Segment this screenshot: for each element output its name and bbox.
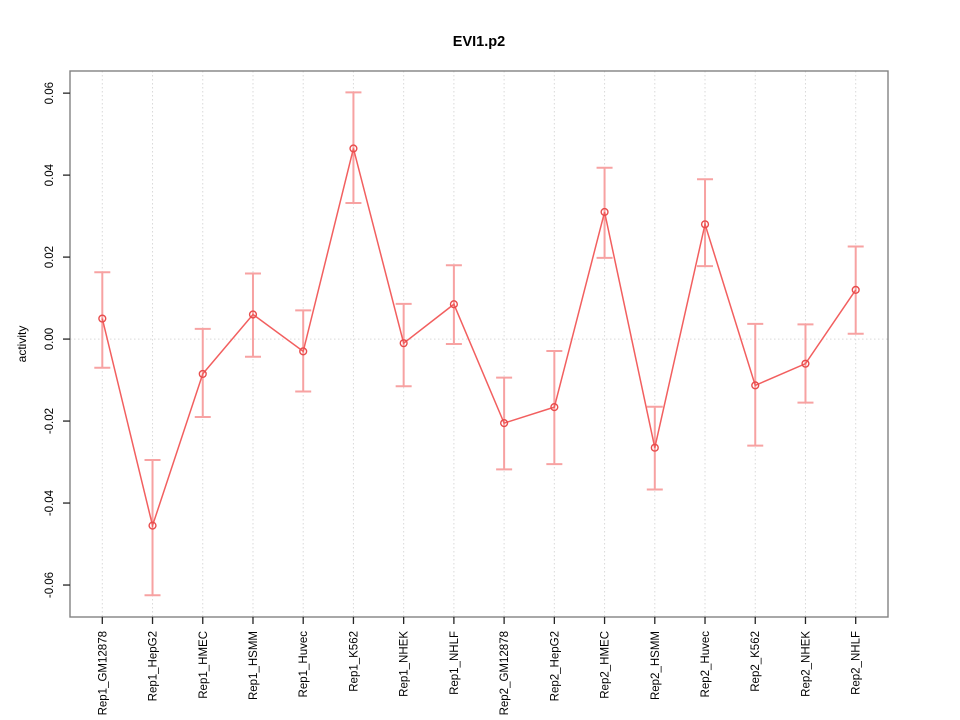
chart-title: EVI1.p2	[453, 34, 505, 50]
data-point-marker	[600, 207, 609, 217]
data-point-marker	[500, 419, 509, 428]
y-tick-label: -0.04	[44, 489, 56, 516]
plot-frame	[69, 70, 889, 618]
data-point-marker	[198, 369, 207, 379]
data-point-marker	[751, 381, 760, 390]
gridlines-layer	[70, 71, 888, 617]
x-tick-label: Rep1_K562	[348, 631, 360, 692]
data-point-marker	[851, 285, 860, 294]
data-point-marker	[801, 359, 810, 368]
y-tick-label: -0.02	[44, 408, 56, 434]
x-tick-label: Rep1_GM12878	[97, 631, 109, 715]
y-tick-label: -0.06	[44, 572, 56, 598]
x-tick-label: Rep1_NHEK	[399, 631, 411, 697]
x-tick-label: Rep2_HSMM	[650, 631, 662, 700]
data-point-marker	[550, 403, 559, 412]
plot-frame-layer	[69, 70, 889, 618]
x-tick-label: Rep2_HMEC	[600, 631, 612, 699]
x-tick-label: Rep2_NHEK	[800, 631, 812, 697]
data-point-marker	[148, 521, 157, 530]
x-tick-label: Rep2_HepG2	[549, 631, 561, 701]
y-tick-label: 0.04	[44, 163, 56, 186]
x-tick-label: Rep1_HepG2	[148, 631, 160, 701]
y-tick-label: 0.06	[44, 82, 56, 104]
x-tick-label: Rep2_Huvec	[700, 631, 712, 698]
data-point-marker	[449, 300, 458, 309]
data-point-marker	[98, 314, 107, 323]
x-tick-label: Rep1_NHLF	[449, 631, 461, 695]
data-point-marker	[349, 144, 358, 153]
data-point-marker	[248, 310, 258, 319]
data-point-marker	[299, 347, 308, 356]
data-point-marker	[650, 443, 659, 452]
x-tick-label: Rep1_HMEC	[198, 631, 210, 699]
data-point-marker	[399, 339, 408, 348]
x-tick-label: Rep2_NHLF	[851, 631, 863, 695]
x-tick-label: Rep2_GM12878	[499, 631, 511, 715]
x-tick-label: Rep1_Huvec	[298, 631, 310, 698]
y-axis-label: activity	[15, 326, 29, 363]
axis-layer: -0.06 -0.04 -0.02 0.00 0.02 0.04 0.06 Rep1_GM12…	[44, 82, 863, 715]
y-tick-label: 0.00	[44, 328, 56, 350]
data-point-marker	[700, 220, 710, 229]
x-tick-label: Rep2_K562	[750, 631, 762, 692]
x-tick-label: Rep1_HSMM	[248, 631, 260, 700]
y-tick-label: 0.02	[44, 246, 56, 268]
data-layer	[94, 91, 864, 597]
series-line	[101, 148, 857, 529]
